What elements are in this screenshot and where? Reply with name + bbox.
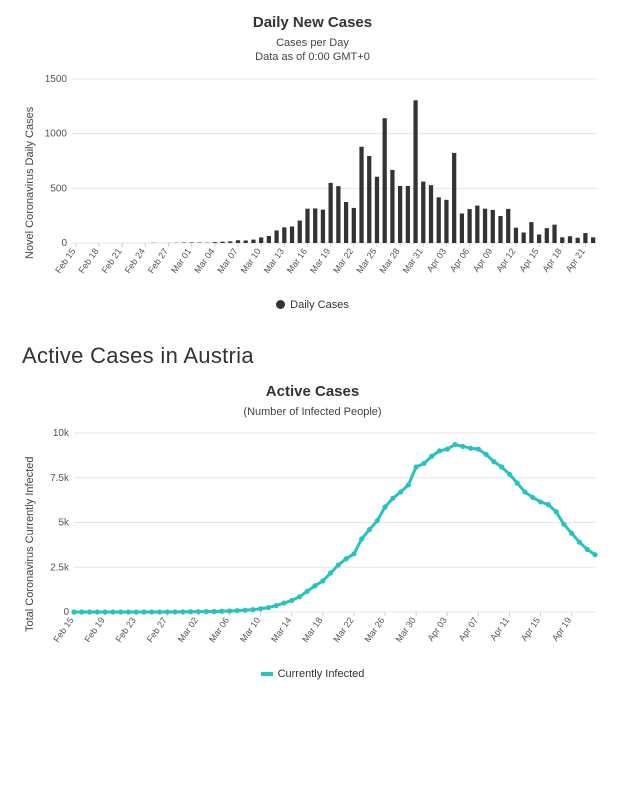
- svg-text:Apr 15: Apr 15: [519, 616, 542, 643]
- svg-text:Mar 25: Mar 25: [354, 246, 378, 275]
- line-chart-ylabel: Total Coronavirus Currently Infected: [22, 427, 38, 662]
- svg-text:Mar 28: Mar 28: [378, 246, 402, 275]
- bar-chart-ylabel: Novel Coronavirus Daily Cases: [22, 73, 38, 293]
- svg-text:Apr 06: Apr 06: [448, 246, 471, 273]
- svg-text:Apr 03: Apr 03: [425, 616, 448, 643]
- svg-text:0: 0: [61, 238, 67, 249]
- svg-text:2.5k: 2.5k: [50, 563, 70, 574]
- svg-text:500: 500: [50, 183, 67, 194]
- svg-text:Feb 21: Feb 21: [100, 246, 124, 275]
- svg-text:Mar 10: Mar 10: [239, 246, 263, 275]
- svg-text:Feb 27: Feb 27: [146, 246, 170, 275]
- svg-text:1500: 1500: [45, 74, 68, 85]
- svg-text:Apr 12: Apr 12: [494, 246, 517, 273]
- svg-text:Feb 24: Feb 24: [123, 246, 147, 275]
- bar-chart-plot: 0 500 1000 1500 Feb 15Feb 18Feb 21Feb 24Feb …: [38, 73, 603, 293]
- svg-text:Feb 19: Feb 19: [82, 616, 106, 645]
- svg-text:Apr 09: Apr 09: [471, 246, 494, 273]
- svg-text:Feb 15: Feb 15: [53, 246, 77, 275]
- svg-text:Mar 04: Mar 04: [192, 246, 216, 275]
- svg-text:Apr 21: Apr 21: [564, 246, 587, 273]
- bar-chart-title: Daily New Cases: [22, 14, 603, 31]
- svg-text:Apr 07: Apr 07: [457, 616, 480, 643]
- svg-text:Feb 23: Feb 23: [114, 616, 138, 645]
- svg-text:Apr 19: Apr 19: [550, 616, 573, 643]
- svg-text:Mar 16: Mar 16: [285, 246, 309, 275]
- svg-text:Mar 07: Mar 07: [215, 246, 239, 275]
- svg-text:Mar 10: Mar 10: [238, 616, 262, 645]
- line-chart-legend: Currently Infected: [22, 668, 603, 680]
- svg-text:Apr 15: Apr 15: [517, 246, 540, 273]
- svg-text:Feb 18: Feb 18: [76, 246, 100, 275]
- svg-text:Mar 01: Mar 01: [169, 246, 193, 275]
- svg-text:7.5k: 7.5k: [50, 473, 70, 484]
- svg-text:Mar 26: Mar 26: [362, 616, 386, 645]
- legend-dot-icon: [276, 300, 285, 309]
- svg-text:Feb 15: Feb 15: [51, 616, 75, 645]
- svg-text:Apr 11: Apr 11: [488, 616, 511, 643]
- line-chart-title: Active Cases: [22, 383, 603, 400]
- svg-text:Mar 30: Mar 30: [394, 616, 418, 645]
- line-chart-plot: 02.5k5k7.5k10kFeb 15Feb 19Feb 23Feb 27Ma…: [38, 427, 603, 662]
- svg-text:Apr 18: Apr 18: [540, 246, 563, 273]
- svg-text:Feb 27: Feb 27: [145, 616, 169, 645]
- daily-new-cases-chart: Daily New Cases Cases per Day Data as of…: [22, 14, 603, 311]
- svg-text:Mar 18: Mar 18: [300, 616, 324, 645]
- active-cases-chart: Active Cases (Number of Infected People)…: [22, 383, 603, 681]
- section-heading-active-cases: Active Cases in Austria: [22, 343, 603, 369]
- svg-text:Mar 06: Mar 06: [207, 616, 231, 645]
- svg-text:Mar 02: Mar 02: [176, 616, 200, 645]
- svg-text:Mar 22: Mar 22: [331, 246, 355, 275]
- legend-line-icon: [261, 672, 273, 676]
- line-chart-subtitle: (Number of Infected People): [22, 406, 603, 420]
- bar-chart-legend: Daily Cases: [22, 299, 603, 311]
- svg-text:10k: 10k: [53, 428, 70, 439]
- svg-text:Mar 19: Mar 19: [308, 246, 332, 275]
- svg-text:Mar 31: Mar 31: [401, 246, 425, 275]
- bar-chart-subtitle: Cases per Day Data as of 0:00 GMT+0: [22, 37, 603, 65]
- svg-text:1000: 1000: [45, 128, 68, 139]
- svg-text:Mar 22: Mar 22: [331, 616, 355, 645]
- svg-text:5k: 5k: [58, 518, 70, 529]
- svg-text:Mar 13: Mar 13: [262, 246, 286, 275]
- svg-text:Mar 14: Mar 14: [269, 616, 293, 645]
- svg-text:Apr 03: Apr 03: [425, 246, 448, 273]
